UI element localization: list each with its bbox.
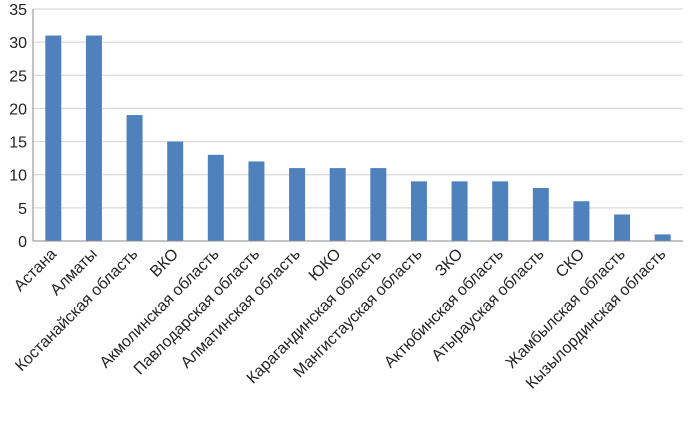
y-tick-label: 30 — [9, 35, 27, 52]
y-tick-label: 5 — [18, 201, 27, 218]
bar — [167, 141, 184, 241]
bar — [532, 187, 549, 241]
bar — [573, 201, 590, 241]
bar — [126, 115, 143, 241]
bar — [370, 168, 387, 241]
bar — [492, 181, 509, 241]
bar — [85, 35, 102, 242]
y-tick-label: 20 — [9, 101, 27, 118]
y-tick-label: 25 — [9, 68, 27, 85]
y-tick-label: 0 — [18, 234, 27, 251]
bars — [45, 35, 671, 242]
bar — [289, 168, 306, 241]
y-tick-label: 35 — [9, 2, 27, 19]
bar — [207, 154, 224, 241]
y-tick-label: 10 — [9, 168, 27, 185]
bar — [654, 234, 671, 241]
bar — [451, 181, 468, 241]
bar — [45, 35, 62, 242]
bar — [410, 181, 427, 241]
x-category-label: ЗКО — [432, 246, 466, 280]
bar — [329, 168, 346, 241]
x-category-label: СКО — [553, 246, 588, 281]
bar — [248, 161, 265, 241]
y-tick-label: 15 — [9, 135, 27, 152]
x-category-label: ВКО — [147, 246, 182, 281]
bar — [614, 214, 631, 241]
y-axis-ticks: 0 5 10 15 20 25 30 35 — [9, 2, 27, 251]
x-category-label: ЮКО — [306, 246, 345, 285]
